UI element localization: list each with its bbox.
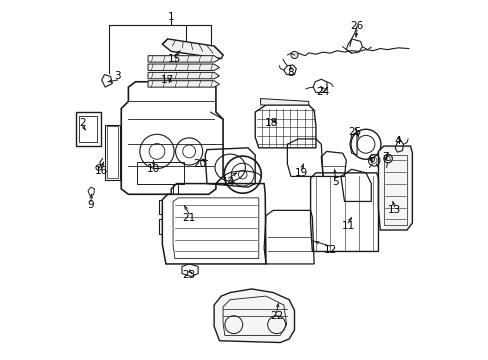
Bar	[107, 126, 118, 178]
Text: 7: 7	[382, 152, 388, 162]
Text: 24: 24	[316, 87, 329, 98]
Text: 10: 10	[146, 164, 160, 174]
Polygon shape	[148, 56, 219, 62]
Text: 26: 26	[350, 21, 363, 31]
Text: 20: 20	[193, 159, 206, 169]
Text: 18: 18	[264, 118, 277, 128]
Text: 13: 13	[387, 205, 400, 215]
Text: 21: 21	[182, 212, 195, 222]
Bar	[76, 112, 101, 146]
Text: 19: 19	[294, 168, 307, 178]
Polygon shape	[260, 99, 308, 105]
Bar	[383, 155, 406, 225]
Text: 23: 23	[182, 270, 195, 280]
Text: 22: 22	[269, 311, 283, 321]
Bar	[137, 162, 183, 184]
Text: 4: 4	[394, 136, 401, 146]
Polygon shape	[378, 146, 411, 230]
Text: 1: 1	[167, 13, 174, 22]
Bar	[80, 116, 97, 143]
Text: 5: 5	[332, 177, 338, 187]
Polygon shape	[214, 289, 294, 342]
Bar	[105, 125, 120, 180]
Text: 14: 14	[222, 177, 235, 187]
Text: 17: 17	[161, 75, 174, 85]
Text: 3: 3	[114, 71, 121, 81]
Text: 15: 15	[168, 54, 181, 64]
Circle shape	[290, 51, 298, 59]
Polygon shape	[148, 64, 219, 71]
Text: 6: 6	[367, 154, 374, 163]
Text: 12: 12	[323, 245, 336, 255]
Polygon shape	[162, 39, 223, 59]
Text: 16: 16	[95, 166, 108, 176]
Text: 9: 9	[87, 200, 94, 210]
Polygon shape	[148, 81, 219, 87]
Text: 2: 2	[80, 118, 86, 128]
Text: 25: 25	[348, 127, 361, 137]
Text: 11: 11	[341, 221, 354, 231]
Text: 8: 8	[287, 68, 294, 78]
Polygon shape	[148, 72, 219, 79]
